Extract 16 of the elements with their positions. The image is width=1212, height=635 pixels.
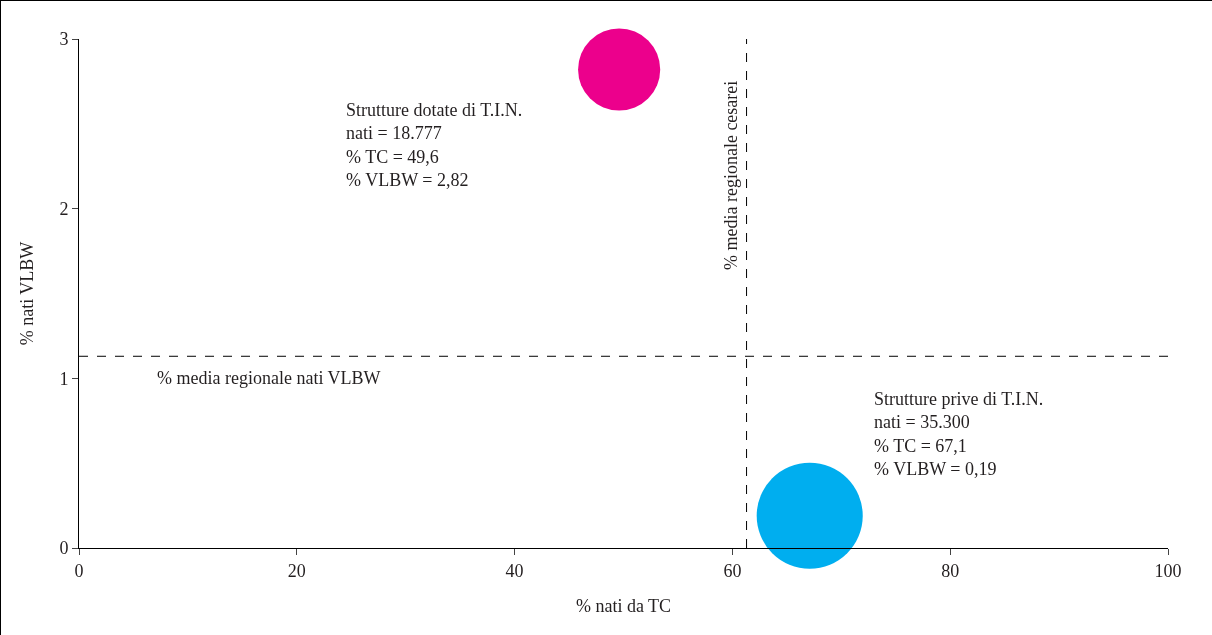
- y-axis-title: % nati VLBW: [17, 241, 37, 346]
- x-tick-label: 20: [287, 560, 306, 581]
- x-tick-label: 60: [723, 560, 742, 581]
- y-tick-label: 3: [59, 29, 69, 50]
- x-tick-label: 0: [74, 560, 84, 581]
- ref-line-label: % media regionale cesarei: [721, 80, 742, 271]
- x-tick-label: 80: [941, 560, 960, 581]
- x-tick-label: 40: [505, 560, 524, 581]
- y-tick-label: 1: [59, 368, 69, 389]
- x-tick-label: 100: [1154, 560, 1182, 581]
- y-tick-label: 0: [59, 538, 69, 559]
- annotation: Strutture dotate di T.I.N. nati = 18.777 % TC = 49,6 % VLBW = 2,82: [346, 100, 523, 191]
- ref-line-label: % media regionale nati VLBW: [157, 368, 381, 388]
- x-axis-title: % nati da TC: [575, 596, 672, 616]
- annotation: Strutture prive di T.I.N. nati = 35.300 % TC = 67,1 % VLBW = 0,19: [874, 389, 1044, 480]
- y-tick-label: 2: [59, 198, 69, 219]
